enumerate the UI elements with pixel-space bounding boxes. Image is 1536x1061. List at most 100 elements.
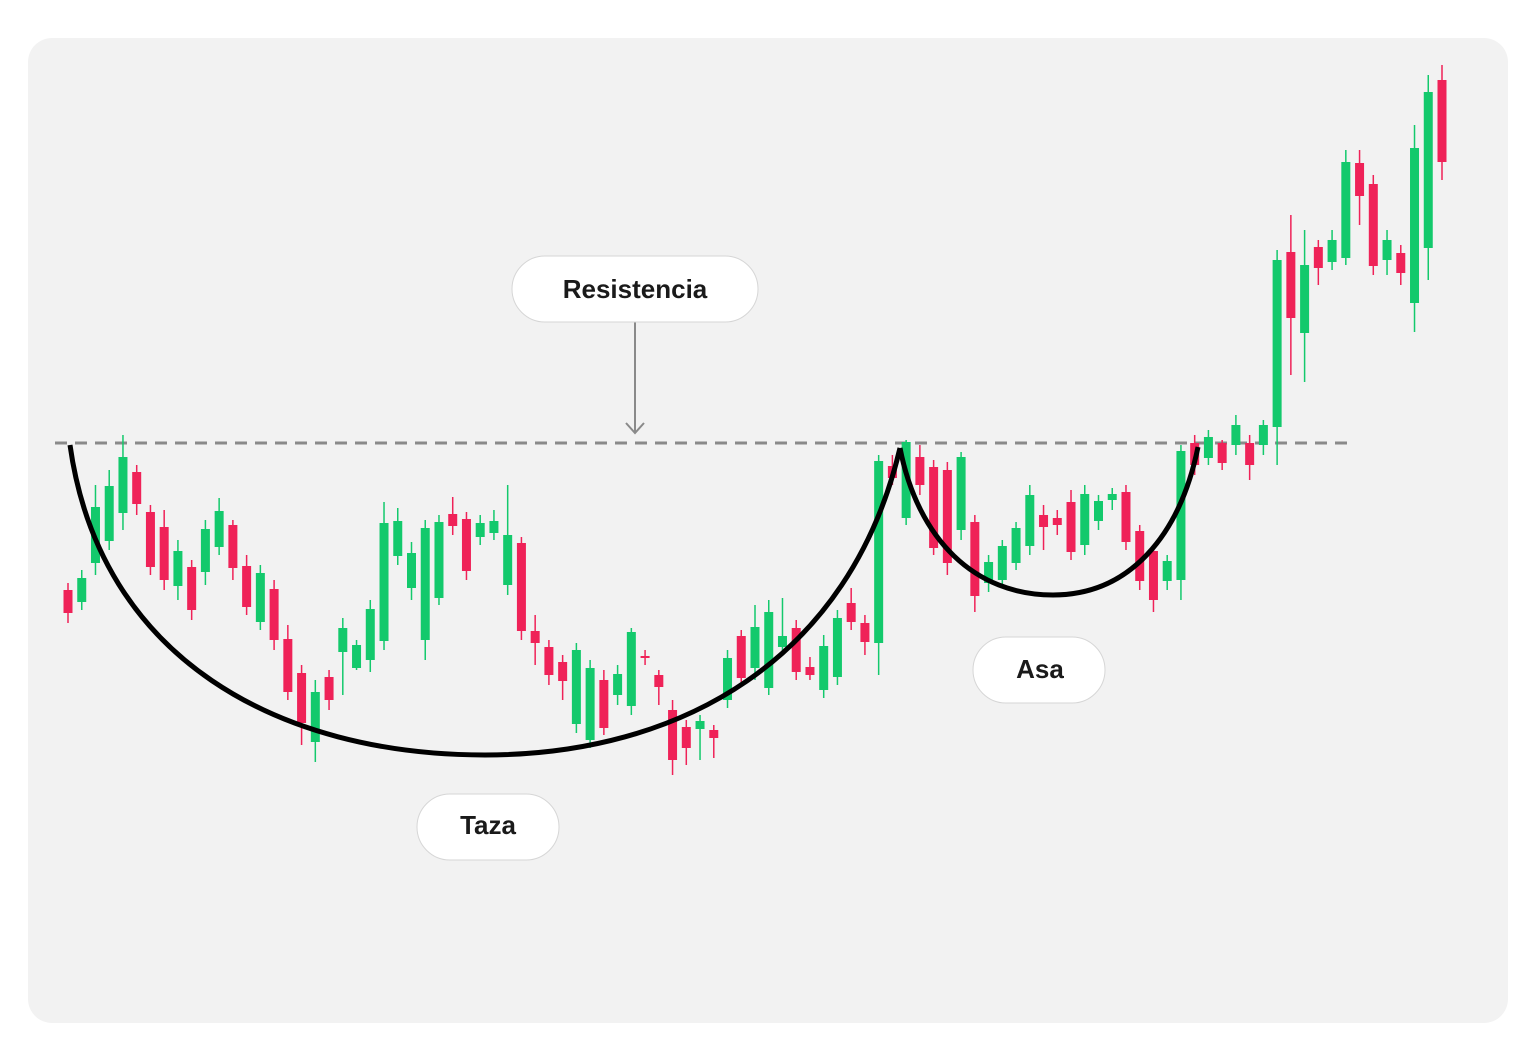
candle-body bbox=[1396, 253, 1406, 273]
candle-body bbox=[544, 647, 554, 675]
candle-body bbox=[1080, 494, 1090, 545]
candle-body bbox=[777, 636, 787, 647]
candle-body bbox=[530, 631, 540, 643]
candle-body bbox=[1231, 425, 1241, 445]
candle-body bbox=[805, 667, 815, 675]
candle-body bbox=[1066, 502, 1076, 552]
candle-body bbox=[791, 628, 801, 672]
candle-body bbox=[242, 566, 252, 607]
candle-body bbox=[214, 511, 224, 547]
candle-body bbox=[1368, 184, 1378, 266]
candle-body bbox=[1052, 518, 1062, 525]
candle-body bbox=[970, 522, 980, 596]
candle-body bbox=[77, 578, 87, 602]
candle-body bbox=[173, 551, 183, 586]
candle-body bbox=[1300, 265, 1310, 333]
candle-body bbox=[338, 628, 348, 652]
candle-body bbox=[516, 543, 526, 631]
candle-body bbox=[1011, 528, 1021, 563]
candle-body bbox=[503, 535, 513, 585]
candle-body bbox=[379, 523, 389, 641]
candle-body bbox=[228, 525, 238, 568]
candle-body bbox=[420, 528, 430, 640]
arrow-head bbox=[625, 422, 645, 435]
candle-body bbox=[1410, 148, 1420, 303]
candle-body bbox=[640, 656, 650, 658]
candle-body bbox=[571, 650, 581, 724]
candle-body bbox=[819, 646, 829, 690]
candle-body bbox=[736, 636, 746, 678]
candle-body bbox=[1217, 443, 1227, 463]
candle-body bbox=[489, 521, 499, 533]
candle-body bbox=[63, 590, 73, 613]
panel bbox=[28, 38, 1508, 1023]
candle-body bbox=[832, 618, 842, 677]
candle-body bbox=[255, 573, 265, 622]
candle-body bbox=[1203, 437, 1213, 458]
annotation: Taza bbox=[460, 810, 516, 840]
candle-body bbox=[393, 521, 403, 556]
label-pill bbox=[972, 636, 1106, 704]
candle-body bbox=[1437, 80, 1447, 162]
candle-body bbox=[310, 692, 320, 742]
candle-body bbox=[1245, 443, 1255, 465]
candle-body bbox=[626, 632, 636, 706]
candle-body bbox=[159, 527, 169, 580]
candle-body bbox=[613, 674, 623, 695]
cup-curve bbox=[67, 444, 903, 758]
candle-body bbox=[1423, 92, 1433, 248]
candle-body bbox=[1039, 515, 1049, 527]
candle-body bbox=[118, 457, 128, 513]
candle-body bbox=[599, 680, 609, 728]
candle-body bbox=[1286, 252, 1296, 318]
candle-body bbox=[997, 546, 1007, 580]
candle-body bbox=[1341, 162, 1351, 258]
candle-body bbox=[269, 589, 279, 640]
candle-body bbox=[145, 512, 155, 567]
candle-body bbox=[1313, 247, 1323, 268]
candle-body bbox=[1025, 495, 1035, 546]
candle-body bbox=[915, 457, 925, 485]
candle-body bbox=[1382, 240, 1392, 260]
label-pill bbox=[511, 255, 759, 323]
candle-body bbox=[874, 461, 884, 643]
candle-body bbox=[200, 529, 210, 572]
candle-body bbox=[1176, 451, 1186, 580]
candle-body bbox=[1135, 531, 1145, 581]
candles bbox=[55, 65, 1447, 775]
candle-body bbox=[929, 467, 939, 548]
annotation: Resistencia bbox=[563, 274, 708, 304]
candle-body bbox=[846, 603, 856, 622]
candle-body bbox=[681, 727, 691, 748]
candle-body bbox=[352, 645, 362, 668]
candle-body bbox=[132, 472, 142, 504]
candle-body bbox=[461, 519, 471, 571]
candle-body bbox=[750, 627, 760, 668]
candle-body bbox=[1107, 494, 1117, 500]
handle-curve bbox=[897, 446, 1201, 598]
candle-body bbox=[448, 514, 458, 526]
candle-body bbox=[407, 553, 416, 588]
candle-body bbox=[709, 730, 719, 738]
candle-body bbox=[723, 658, 733, 700]
candle-body bbox=[297, 673, 307, 723]
annotation: Asa bbox=[1016, 654, 1064, 684]
candle-body bbox=[558, 662, 568, 681]
candle-body bbox=[475, 523, 485, 537]
candle-body bbox=[434, 522, 444, 598]
candle-body bbox=[764, 612, 774, 688]
candle-body bbox=[1272, 260, 1282, 427]
candle-body bbox=[187, 567, 197, 610]
candle-body bbox=[585, 668, 595, 740]
candle-body bbox=[1094, 501, 1103, 521]
candle-body bbox=[1327, 240, 1337, 262]
candle-body bbox=[984, 562, 994, 583]
candle-body bbox=[1162, 561, 1172, 581]
candle-body bbox=[668, 710, 678, 760]
candle-body bbox=[283, 639, 293, 692]
candle-body bbox=[1355, 163, 1365, 196]
candle-body bbox=[104, 486, 114, 541]
candle-body bbox=[956, 457, 966, 530]
